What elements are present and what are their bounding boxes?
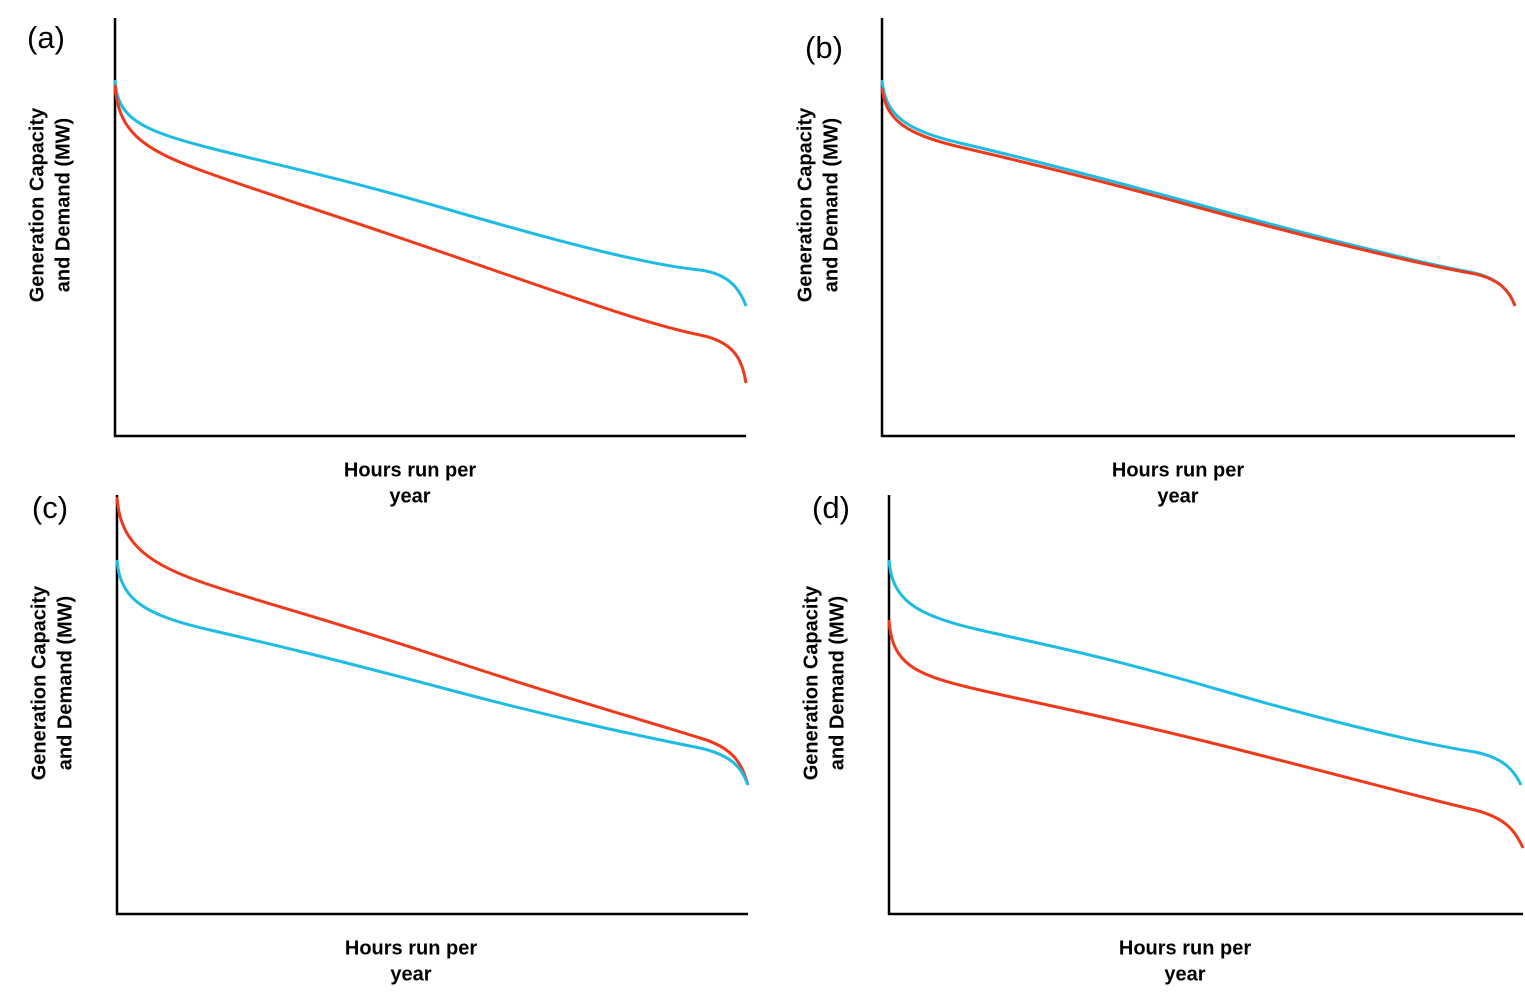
- demand-curve: [887, 619, 1525, 849]
- x-axis-label: Hours run per: [344, 459, 476, 481]
- panel: (b) Generation Capacity and Demand (MW) …: [794, 18, 1517, 507]
- axes: [887, 495, 1523, 916]
- panel-label: (d): [812, 490, 850, 525]
- y-axis-label: Generation Capacity: [26, 107, 48, 302]
- panel: (d) Generation Capacity and Demand (MW) …: [800, 490, 1525, 985]
- capacity-curve: [880, 79, 1517, 307]
- demand-curve: [113, 84, 748, 384]
- y-axis-label: and Demand (MW): [826, 596, 848, 770]
- axes: [880, 18, 1515, 438]
- y-axis-label: Generation Capacity: [794, 107, 816, 302]
- y-axis-label: and Demand (MW): [52, 118, 74, 292]
- x-axis-label: year: [1164, 963, 1205, 985]
- x-axis-label: year: [389, 485, 430, 507]
- capacity-curve: [113, 79, 748, 307]
- panel-label: (c): [32, 490, 68, 525]
- capacity-curve: [887, 559, 1523, 786]
- y-axis-label: and Demand (MW): [54, 596, 76, 770]
- capacity-curve: [115, 559, 750, 786]
- y-axis-label: and Demand (MW): [820, 118, 842, 292]
- x-axis-label: Hours run per: [1112, 459, 1244, 481]
- panel: (c) Generation Capacity and Demand (MW) …: [28, 490, 750, 985]
- x-axis-label: year: [1157, 485, 1198, 507]
- panel: (a) Generation Capacity and Demand (MW) …: [26, 18, 748, 507]
- demand-curve: [880, 87, 1517, 307]
- x-axis-label: year: [390, 963, 431, 985]
- y-axis-label: Generation Capacity: [28, 585, 50, 780]
- panel-label: (b): [805, 30, 843, 65]
- demand-curve: [115, 496, 750, 786]
- axes: [115, 495, 748, 916]
- x-axis-label: Hours run per: [345, 937, 477, 959]
- panel-label: (a): [27, 20, 65, 55]
- y-axis-label: Generation Capacity: [800, 585, 822, 780]
- axes: [113, 18, 746, 438]
- x-axis-label: Hours run per: [1119, 937, 1251, 959]
